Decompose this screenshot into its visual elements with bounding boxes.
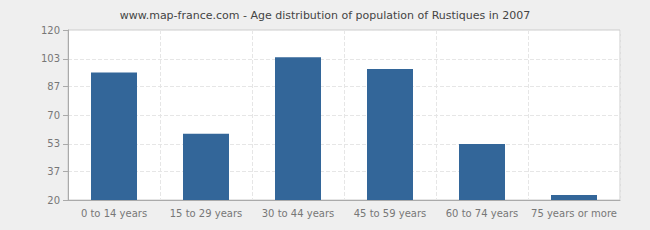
- svg-text:75 years or more: 75 years or more: [531, 208, 617, 219]
- svg-text:37: 37: [47, 166, 60, 177]
- svg-text:70: 70: [47, 110, 60, 121]
- svg-text:103: 103: [41, 53, 60, 64]
- svg-text:60 to 74 years: 60 to 74 years: [446, 208, 519, 219]
- svg-text:30 to 44 years: 30 to 44 years: [262, 208, 335, 219]
- svg-text:www.map-france.com - Age distr: www.map-france.com - Age distribution of…: [120, 9, 531, 22]
- svg-text:120: 120: [41, 25, 60, 36]
- svg-text:45 to 59 years: 45 to 59 years: [354, 208, 427, 219]
- svg-text:53: 53: [47, 138, 60, 149]
- svg-text:20: 20: [47, 195, 60, 206]
- svg-text:0 to 14 years: 0 to 14 years: [81, 208, 147, 219]
- svg-text:15 to 29 years: 15 to 29 years: [170, 208, 243, 219]
- svg-text:87: 87: [47, 81, 60, 92]
